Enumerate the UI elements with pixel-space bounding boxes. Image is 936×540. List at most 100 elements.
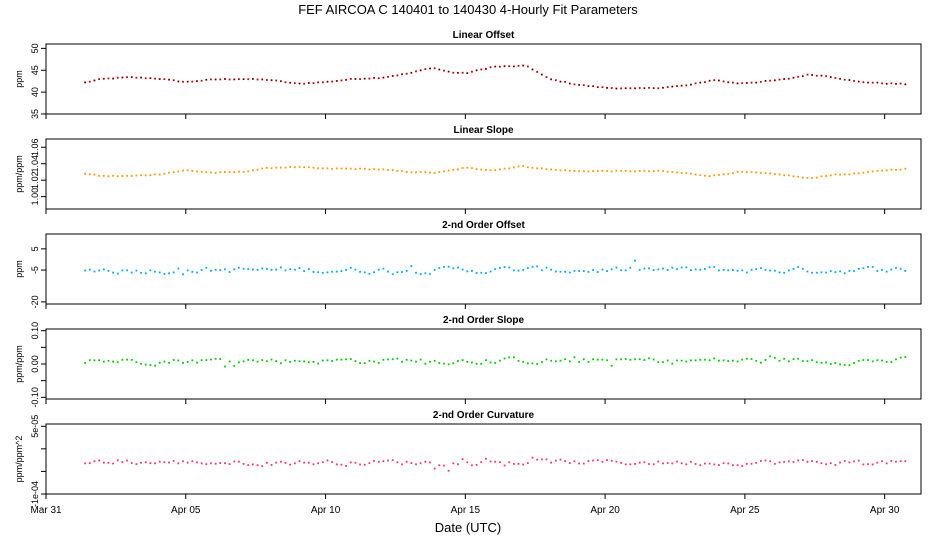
second-order-slope-point (512, 356, 515, 359)
linear-slope-point (508, 167, 511, 170)
x-tick-label: Mar 31 (30, 505, 62, 516)
second-order-curvature-point (615, 460, 618, 463)
linear-offset-point (899, 82, 902, 85)
linear-slope-point (718, 174, 720, 176)
second-order-curvature-point (843, 460, 846, 462)
linear-offset-point (303, 82, 306, 85)
second-order-offset-point (741, 269, 744, 272)
second-order-curvature-point (666, 462, 669, 464)
linear-slope-point (573, 169, 576, 172)
linear-slope-point (545, 168, 548, 171)
second-order-curvature-point (387, 459, 389, 462)
second-order-curvature-point (596, 459, 599, 462)
linear-slope-point (895, 169, 897, 171)
linear-slope-point (182, 169, 184, 172)
linear-slope-point (881, 169, 883, 172)
second-order-slope-point (731, 359, 734, 362)
linear-slope-point (489, 169, 492, 172)
second-order-slope-point (606, 359, 608, 362)
second-order-curvature-point (634, 463, 636, 465)
second-order-offset-point (200, 269, 203, 271)
second-order-slope-point (680, 359, 683, 362)
second-order-slope-point (522, 360, 525, 363)
linear-slope-point (298, 165, 301, 168)
second-order-offset-point (349, 266, 352, 269)
second-order-offset-point (410, 265, 413, 267)
linear-slope-point (769, 172, 772, 175)
second-order-curvature-point (773, 462, 776, 465)
second-order-offset-point (121, 269, 124, 272)
second-order-offset-point (498, 266, 501, 269)
second-order-offset-point (186, 269, 189, 272)
linear-slope-point (429, 171, 431, 174)
linear-offset-point (321, 81, 324, 84)
linear-offset-point (853, 80, 855, 82)
linear-offset-point (154, 77, 156, 80)
second-order-slope-point (587, 360, 590, 363)
linear-slope-point (331, 167, 334, 170)
second-order-curvature-point (205, 463, 208, 466)
second-order-slope-point (107, 359, 110, 362)
second-order-slope-ylabel: ppm/ppm (14, 345, 24, 383)
second-order-offset-point (881, 268, 883, 271)
second-order-curvature-point (102, 461, 105, 464)
linear-slope-point (731, 172, 734, 175)
linear-offset-series (84, 64, 907, 90)
second-order-curvature-point (550, 461, 553, 464)
linear-offset-point (480, 68, 483, 71)
second-order-slope-point (494, 362, 497, 364)
second-order-offset-point (573, 269, 576, 272)
second-order-offset-point (885, 270, 888, 273)
second-order-offset-point (154, 270, 156, 273)
second-order-curvature-point (396, 461, 399, 464)
second-order-curvature-point (447, 469, 450, 472)
second-order-curvature-point (573, 460, 576, 463)
second-order-slope-ytick-label: -0.10 (30, 387, 40, 408)
linear-offset-point (182, 80, 184, 83)
second-order-slope-point (401, 360, 403, 363)
linear-slope-point (303, 166, 306, 169)
linear-offset-point (489, 66, 492, 69)
second-order-curvature-point (252, 463, 254, 466)
second-order-slope-point (457, 360, 459, 362)
second-order-curvature-point (238, 460, 240, 463)
second-order-offset-point (606, 270, 608, 272)
linear-offset-point-mark (364, 78, 366, 80)
second-order-curvature-point (307, 461, 310, 464)
second-order-curvature-point (536, 458, 539, 461)
linear-slope-point (443, 170, 445, 173)
second-order-offset-point (713, 266, 716, 268)
second-order-offset-point (140, 271, 142, 274)
linear-offset-point (573, 83, 576, 86)
linear-slope-point (708, 175, 711, 178)
linear-offset-point-mark (438, 68, 440, 71)
second-order-offset-point (256, 268, 259, 271)
second-order-curvature-point (825, 463, 828, 466)
second-order-offset-point (508, 266, 511, 269)
second-order-offset-point (601, 268, 604, 271)
second-order-curvature-point (391, 459, 394, 462)
linear-slope-point (867, 170, 869, 173)
second-order-slope-point (247, 359, 250, 361)
linear-slope-point (890, 168, 893, 171)
linear-offset-point-mark (103, 78, 105, 80)
second-order-slope-point (773, 356, 776, 359)
second-order-slope-point (182, 361, 184, 364)
linear-slope-point (261, 167, 264, 170)
second-order-offset-point (168, 272, 170, 275)
second-order-slope-point (592, 358, 594, 361)
second-order-curvature-point (93, 460, 96, 463)
second-order-curvature-point (554, 459, 557, 462)
second-order-slope-point (135, 361, 138, 363)
second-order-slope-point (564, 358, 567, 361)
second-order-offset-point (373, 271, 375, 274)
second-order-curvature-point (121, 461, 124, 463)
second-order-curvature-point (261, 465, 264, 468)
second-order-slope-point (755, 359, 758, 362)
linear-slope-point (228, 171, 231, 174)
second-order-curvature-point (568, 462, 571, 464)
second-order-slope-point (694, 359, 697, 362)
linear-slope-point (135, 174, 138, 177)
second-order-offset-point (205, 266, 208, 269)
linear-offset-point-mark (746, 82, 748, 84)
